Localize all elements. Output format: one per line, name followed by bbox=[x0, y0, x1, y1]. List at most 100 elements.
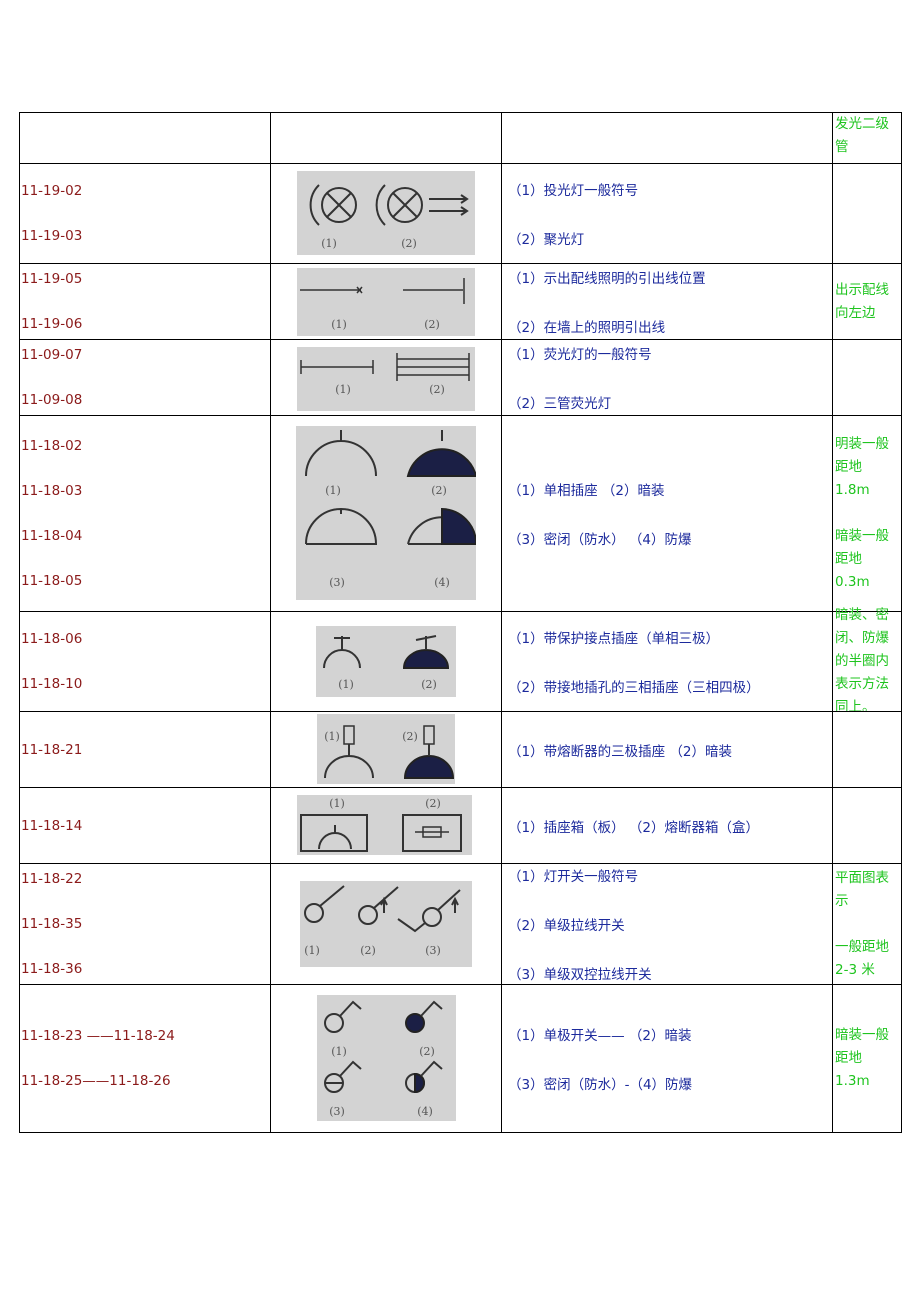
symbol-stroke bbox=[387, 187, 423, 223]
code-text: 11-18-06 bbox=[21, 631, 83, 647]
symbol-label: (1) bbox=[338, 678, 354, 691]
code-text: 11-18-04 bbox=[21, 528, 83, 544]
symbol-stroke bbox=[305, 508, 378, 545]
symbol-stroke bbox=[392, 192, 418, 218]
cell: 暗装、密闭、防爆的半圈内表示方法同上。 bbox=[832, 607, 902, 715]
cell: （1）单极开关—— （2）暗装 （3）密闭（防水）-（4）防爆 bbox=[501, 984, 833, 1133]
cell bbox=[832, 163, 902, 264]
cell: 11-18-23 ——11-18-24 11-18-25——11-18-26 bbox=[19, 984, 271, 1133]
cell: （1）荧光灯的一般符号 （2）三管荧光灯 bbox=[501, 339, 833, 416]
symbol-label: (3) bbox=[329, 1105, 345, 1118]
symbol-stroke bbox=[415, 635, 437, 650]
symbol-image: (1) (2) (3) (4) bbox=[317, 995, 456, 1121]
description-text: （2）在墙上的照明引出线 bbox=[508, 320, 666, 336]
symbol-stroke bbox=[358, 905, 378, 925]
description-text: （3）密闭（防水）-（4）防爆 bbox=[508, 1077, 693, 1093]
symbol-stroke bbox=[405, 1013, 425, 1033]
cell: 11-19-02 11-19-03 bbox=[19, 163, 271, 264]
symbol-stroke bbox=[309, 184, 320, 226]
symbol-stroke bbox=[300, 353, 470, 381]
cell: 11-19-05 11-19-06 bbox=[19, 263, 271, 340]
symbol-stroke bbox=[373, 886, 399, 913]
symbol-stroke bbox=[420, 1060, 443, 1077]
symbol-label: (2) bbox=[425, 797, 441, 810]
cell: 11-18-21 bbox=[19, 711, 271, 788]
description-text: （1）示出配线照明的引出线位置 bbox=[508, 271, 706, 287]
symbol-stroke bbox=[321, 187, 357, 223]
symbol-stroke bbox=[304, 903, 324, 923]
code-text: 11-18-03 bbox=[21, 483, 83, 499]
description-text: （1）带保护接点插座（单相三极） bbox=[508, 631, 720, 647]
cell bbox=[832, 787, 902, 864]
symbol-label: (4) bbox=[434, 576, 450, 589]
cell: （1）灯开关一般符号 （2）单级拉线开关 （3）单级双控拉线开关 bbox=[501, 863, 833, 985]
description-text: （1）单相插座 （2）暗装 bbox=[508, 483, 665, 499]
cell: 11-09-07 11-09-08 bbox=[19, 339, 271, 416]
symbol-label: (1) bbox=[331, 318, 347, 331]
cell: 11-18-22 11-18-35 11-18-36 bbox=[19, 863, 271, 985]
description-text: （1）灯开关一般符号 bbox=[508, 869, 639, 885]
symbol-stroke bbox=[325, 1060, 362, 1084]
symbol-label: (2) bbox=[402, 730, 418, 743]
symbol-stroke bbox=[305, 430, 377, 477]
cell: （1）带保护接点插座（单相三极） （2）带接地插孔的三相插座（三相四极） bbox=[501, 611, 833, 712]
symbol-stroke bbox=[402, 649, 450, 669]
symbol-image: (1) (2) bbox=[297, 347, 475, 411]
note-text: 暗装、密闭、防爆的半圈内表示方法同上。 bbox=[835, 607, 889, 715]
note-text: 暗装一般距地 0.3m bbox=[835, 528, 889, 590]
description-text: （1）插座箱（板） （2）熔断器箱（盒） bbox=[508, 819, 759, 836]
symbol-image: (1) (2) (3) (4) bbox=[296, 426, 476, 600]
symbol-stroke bbox=[403, 755, 455, 779]
cell: 发光二级管 bbox=[832, 112, 902, 164]
code-text: 11-09-07 bbox=[21, 347, 83, 363]
code-text: 11-18-36 bbox=[21, 961, 83, 977]
symbol-label: (3) bbox=[329, 576, 345, 589]
description-text: （3）密闭（防水） （4）防爆 bbox=[508, 532, 692, 548]
symbol-stroke bbox=[339, 1000, 362, 1017]
symbol-label: (2) bbox=[431, 484, 447, 497]
cell bbox=[501, 112, 833, 164]
symbol-stroke bbox=[414, 1072, 425, 1094]
symbol-label: (2) bbox=[419, 1045, 435, 1058]
cell: 出示配线向左边 bbox=[832, 263, 902, 340]
description-text: （2）带接地插孔的三相插座（三相四极） bbox=[508, 680, 760, 696]
cell bbox=[270, 112, 502, 164]
symbol-stroke bbox=[326, 192, 352, 218]
symbol-stroke bbox=[420, 1000, 443, 1017]
symbol-image: (1) (2) bbox=[297, 171, 475, 255]
symbol-label: (1) bbox=[331, 1045, 347, 1058]
symbol-stroke bbox=[318, 825, 352, 850]
note-text: 发光二级管 bbox=[835, 116, 889, 155]
description-text: （1）单极开关—— （2）暗装 bbox=[508, 1028, 692, 1044]
cell: 11-18-14 bbox=[19, 787, 271, 864]
code-text: 11-18-23 ——11-18-24 bbox=[21, 1028, 175, 1044]
code-text: 11-18-14 bbox=[21, 817, 83, 834]
symbol-stroke bbox=[423, 725, 435, 745]
symbol-image: (1) (2) bbox=[316, 626, 456, 697]
symbol-stroke bbox=[324, 744, 374, 779]
description-text: （1）荧光灯的一般符号 bbox=[508, 347, 652, 363]
symbol-image: (1) (2) bbox=[297, 268, 475, 336]
description-text: （2）三管荧光灯 bbox=[508, 396, 612, 412]
note-text: 一般距地2-3 米 bbox=[835, 938, 889, 978]
symbol-stroke bbox=[300, 814, 368, 852]
cell: （1）单相插座 （2）暗装 （3）密闭（防水） （4）防爆 bbox=[501, 415, 833, 612]
cell: 平面图表示 一般距地2-3 米 bbox=[832, 863, 902, 985]
code-text: 11-19-06 bbox=[21, 316, 83, 332]
code-text: 11-18-22 bbox=[21, 871, 83, 887]
code-text: 11-18-21 bbox=[21, 741, 83, 758]
code-text: 11-18-05 bbox=[21, 573, 83, 589]
symbol-image: (1) (2) bbox=[317, 714, 455, 784]
cell: 明装一般距地 1.8m 暗装一般距地 0.3m bbox=[832, 415, 902, 612]
symbol-label: (1) bbox=[329, 797, 345, 810]
symbol-label: (4) bbox=[417, 1105, 433, 1118]
cell: （1）带熔断器的三极插座 （2）暗装 bbox=[501, 711, 833, 788]
cell: （1）示出配线照明的引出线位置 （2）在墙上的照明引出线 bbox=[501, 263, 833, 340]
cell bbox=[19, 112, 271, 164]
symbol-label: (1) bbox=[335, 383, 351, 396]
description-text: （2）单级拉线开关 bbox=[508, 918, 625, 934]
code-text: 11-18-25——11-18-26 bbox=[21, 1073, 171, 1089]
symbol-stroke bbox=[402, 814, 462, 852]
code-text: 11-18-10 bbox=[21, 676, 83, 692]
